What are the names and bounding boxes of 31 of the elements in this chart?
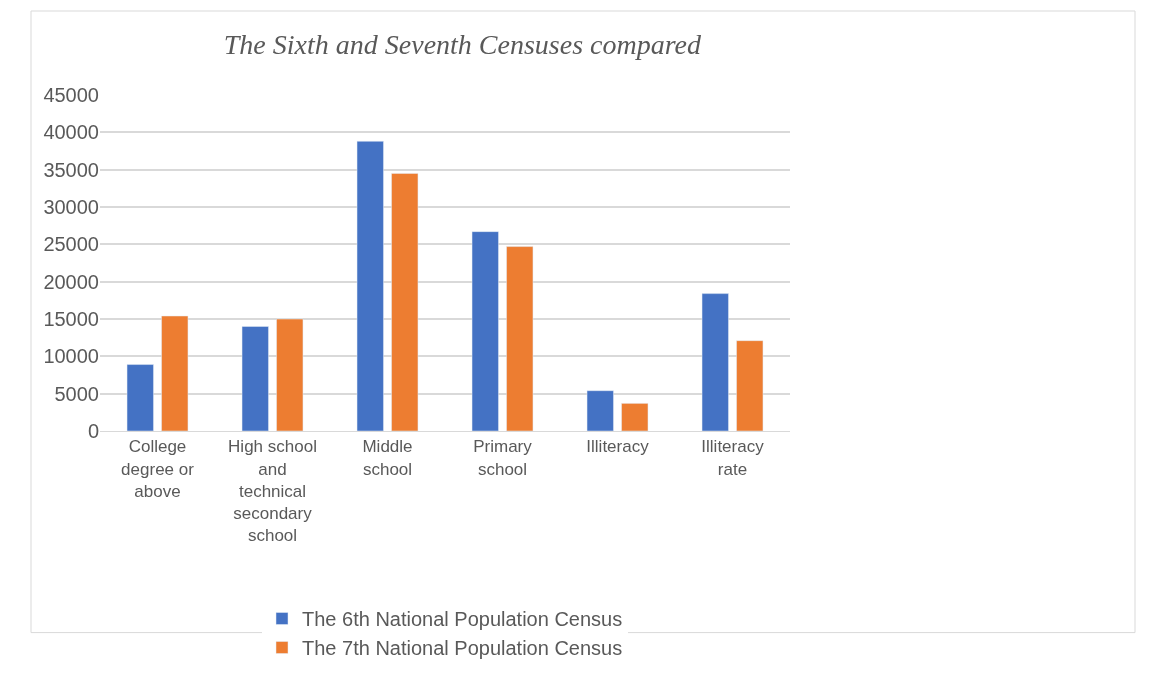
- bar: [276, 318, 304, 431]
- bar: [586, 390, 614, 431]
- legend-label: The 7th National Population Census: [302, 637, 623, 660]
- bar: [161, 315, 189, 431]
- x-tick-label: College degree or above: [121, 437, 195, 501]
- legend-label: The 6th National Population Census: [302, 608, 623, 631]
- bar: [471, 231, 499, 431]
- bar: [126, 364, 154, 431]
- x-tick-label: Primary school: [473, 437, 533, 479]
- y-tick-label: 0: [87, 420, 99, 442]
- y-tick-label: 40000: [43, 121, 99, 144]
- bar: [241, 326, 269, 431]
- y-tick-label: 15000: [43, 308, 99, 330]
- bar: [621, 403, 649, 431]
- y-tick-label: 20000: [43, 270, 99, 293]
- x-tick-label: High school and technical secondary school: [228, 437, 317, 545]
- bar: [701, 293, 729, 431]
- y-tick-label: 25000: [43, 233, 99, 256]
- bar: [736, 340, 764, 431]
- bar: [356, 141, 384, 431]
- bar: [506, 246, 534, 431]
- y-tick-label: 30000: [43, 196, 99, 218]
- chart-title: The Sixth and Seventh Censuses compared: [223, 28, 702, 60]
- y-tick-label: 45000: [43, 84, 99, 106]
- x-tick-label: Illiteracy: [586, 437, 650, 457]
- bar: [391, 173, 419, 431]
- x-tick-label: Middle school: [362, 437, 413, 479]
- x-tick-label: Illiteracy rate: [701, 437, 765, 479]
- y-tick-label: 35000: [43, 158, 99, 181]
- y-tick-label: 5000: [54, 382, 99, 405]
- y-tick-label: 10000: [43, 345, 99, 368]
